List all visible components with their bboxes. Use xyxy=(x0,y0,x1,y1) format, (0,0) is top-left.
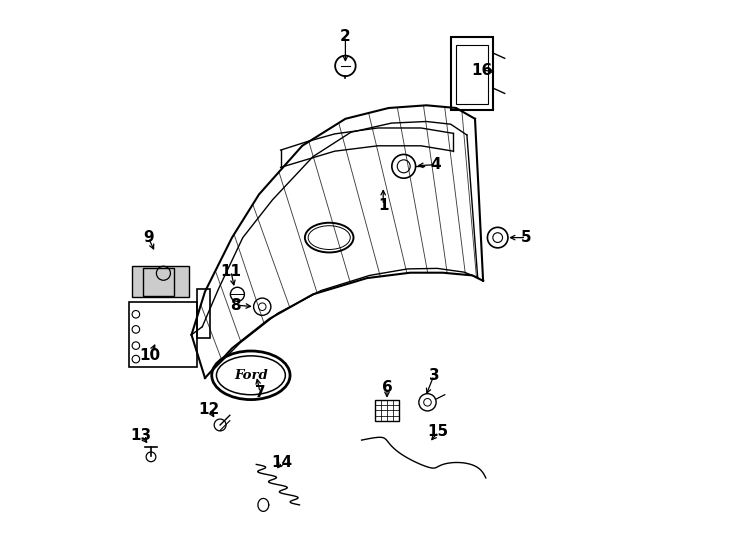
Text: 14: 14 xyxy=(272,455,293,470)
Text: 5: 5 xyxy=(521,230,531,245)
Text: 9: 9 xyxy=(143,230,153,245)
Text: 11: 11 xyxy=(220,264,241,279)
Text: 12: 12 xyxy=(199,402,220,417)
Text: 16: 16 xyxy=(471,63,493,78)
Text: 8: 8 xyxy=(230,298,241,313)
Text: 3: 3 xyxy=(429,368,439,383)
Text: 4: 4 xyxy=(431,157,441,172)
Text: 6: 6 xyxy=(382,380,393,395)
Text: 10: 10 xyxy=(139,348,161,363)
FancyBboxPatch shape xyxy=(132,266,189,297)
Text: Ford: Ford xyxy=(234,369,268,382)
Text: 1: 1 xyxy=(378,198,388,213)
Text: 7: 7 xyxy=(255,385,266,400)
Text: 13: 13 xyxy=(131,428,152,443)
Text: 2: 2 xyxy=(340,29,351,44)
Text: 15: 15 xyxy=(428,424,449,440)
